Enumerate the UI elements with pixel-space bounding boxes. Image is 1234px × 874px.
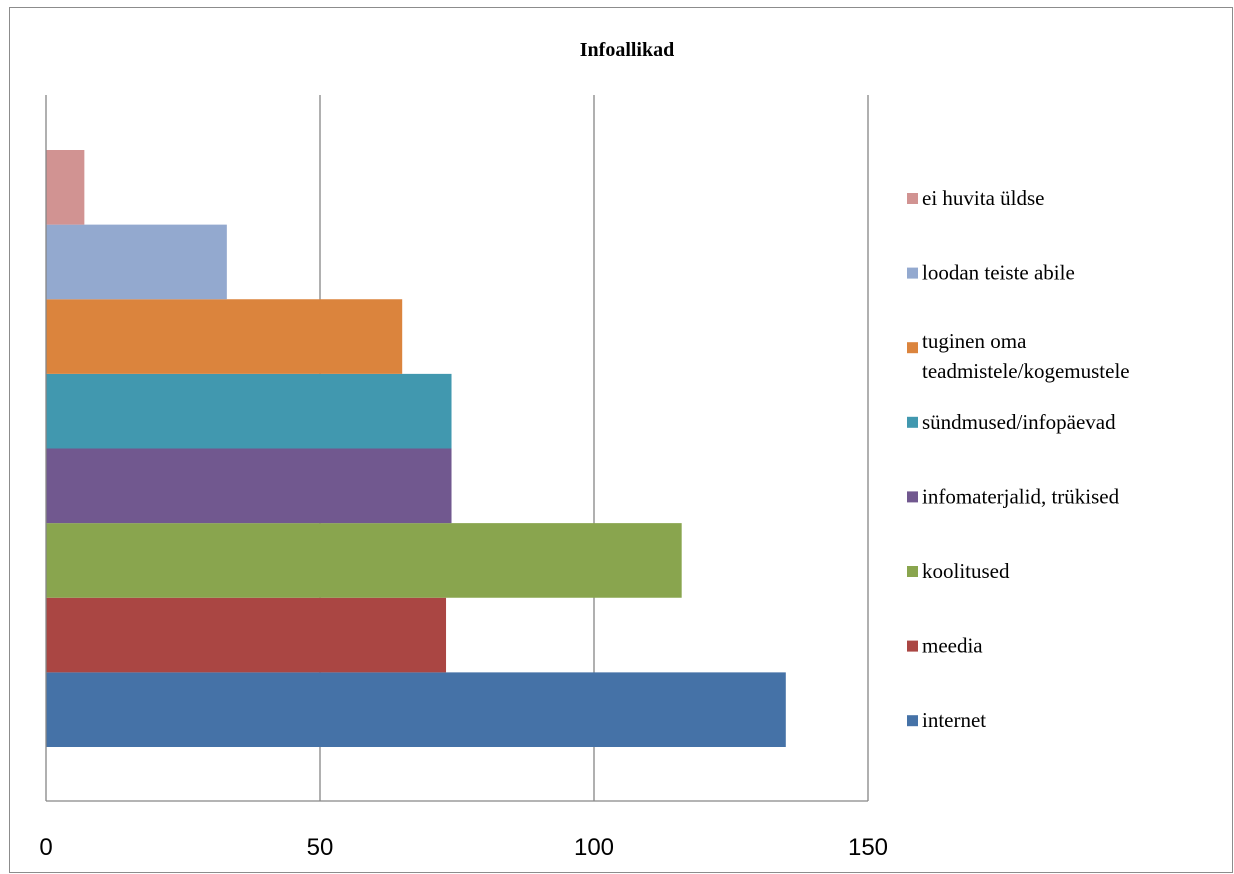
legend-label: koolitused xyxy=(922,559,1010,583)
bar-s-ndmused-infop-evad xyxy=(46,373,452,449)
bar-koolitused xyxy=(46,523,682,598)
legend-label: internet xyxy=(922,708,986,732)
legend-label: tuginen oma xyxy=(922,329,1027,353)
legend-swatch xyxy=(907,715,918,727)
x-tick-labels: 0 50 100 150 xyxy=(39,834,888,861)
legend-label: loodan teiste abile xyxy=(922,261,1075,285)
x-tick-label: 150 xyxy=(848,834,888,861)
bar-ei-huvita-ldse xyxy=(46,150,85,225)
legend-label: meedia xyxy=(922,634,983,658)
axes xyxy=(45,95,868,802)
legend-swatch xyxy=(907,491,918,503)
legend-swatch xyxy=(907,267,918,279)
legend-label: teadmistele/kogemustele xyxy=(922,359,1130,383)
chart-title: Infoallikad xyxy=(580,39,674,61)
x-tick-label: 50 xyxy=(307,834,334,861)
legend-swatch xyxy=(907,640,918,652)
bar-infomaterjalid-tr-kised xyxy=(46,448,452,524)
legend-swatch xyxy=(907,342,918,354)
x-tick-label: 100 xyxy=(574,834,614,861)
legend: ei huvita üldse loodan teiste abile tugine… xyxy=(907,186,1130,732)
bar-tuginen-oma-teadmistele-kogemustele xyxy=(46,299,403,374)
bar-internet xyxy=(46,672,786,747)
bars xyxy=(46,150,786,747)
bar-meedia xyxy=(46,597,447,673)
legend-label: sündmused/infopäevad xyxy=(922,410,1116,434)
legend-swatch xyxy=(907,193,918,204)
legend-label: ei huvita üldse xyxy=(922,186,1044,210)
bar-loodan-teiste-abile xyxy=(46,224,227,300)
x-tick-label: 0 xyxy=(39,834,52,861)
legend-label: infomaterjalid, trükised xyxy=(922,484,1120,508)
legend-swatch xyxy=(907,416,918,428)
legend-swatch xyxy=(907,566,918,577)
